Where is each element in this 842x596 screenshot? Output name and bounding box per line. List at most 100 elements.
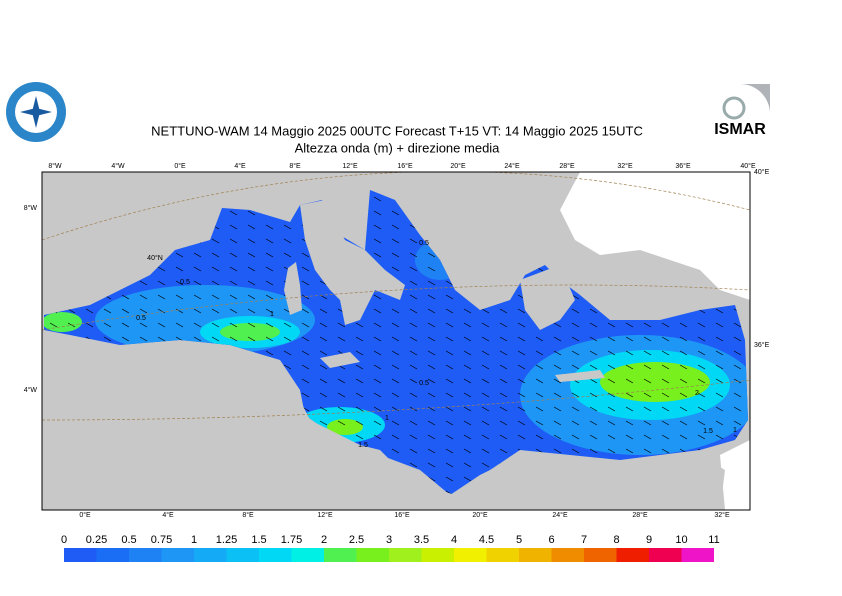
direction-arrow [445,350,454,356]
outside-domain [560,172,750,300]
greece [520,265,575,330]
direction-arrow [589,322,598,328]
direction-arrow [175,252,184,258]
direction-arrow [499,322,508,328]
colorbar-label: 2 [321,534,327,546]
direction-arrow [211,280,220,286]
direction-arrow [409,420,418,426]
direction-arrow [355,434,364,440]
direction-arrow [679,392,688,398]
direction-arrow [373,294,382,300]
direction-arrow [427,336,436,342]
direction-arrow [283,252,292,258]
direction-arrow [139,294,148,300]
direction-arrow [265,350,274,356]
colorbar-label: 1.5 [251,534,266,546]
direction-arrow [589,420,598,426]
direction-arrow [391,350,400,356]
lon-label: 20°E [450,162,466,170]
direction-arrow [517,378,526,384]
north-africa [42,345,725,510]
direction-arrow [481,308,490,314]
direction-arrow [661,378,670,384]
colorbar-box [551,548,584,562]
direction-arrow [715,308,724,314]
direction-arrow [409,392,418,398]
direction-arrow [247,252,256,258]
colorbar-label: 4.5 [479,534,494,546]
direction-arrow [463,406,472,412]
direction-arrow [157,336,166,342]
direction-arrow [175,294,184,300]
lon-label: 16°E [394,511,410,519]
contour-label: 1 [385,415,389,422]
direction-arrow [625,336,634,342]
direction-arrow [391,448,400,454]
direction-arrow [589,336,598,342]
direction-arrow [517,364,526,370]
map-frame [41,171,751,511]
direction-arrow [85,308,94,314]
direction-arrow [355,322,364,328]
direction-arrow [499,406,508,412]
direction-arrow [391,252,400,258]
colorbar-box [486,548,519,562]
direction-arrow [103,336,112,342]
direction-arrow [733,350,742,356]
direction-arrow [679,406,688,412]
direction-arrow [733,378,742,384]
direction-arrow [157,308,166,314]
direction-arrow [427,406,436,412]
direction-arrow [463,350,472,356]
direction-arrow [553,378,562,384]
colorbar-label: 2.5 [349,534,364,546]
direction-arrow [319,406,328,412]
colorbar-box [291,548,324,562]
direction-arrow [193,266,202,272]
direction-arrow [589,378,598,384]
direction-arrow [355,336,364,342]
direction-arrow [463,448,472,454]
direction-arrow [391,238,400,244]
direction-arrow [733,336,742,342]
contour-label: 0.5 [419,380,429,387]
side-label: 8°W [24,204,38,212]
direction-arrow [373,406,382,412]
direction-arrow [463,322,472,328]
direction-arrow [499,378,508,384]
direction-arrow [625,364,634,370]
direction-arrow [499,448,508,454]
direction-arrow [49,322,58,328]
logo-left [6,82,66,142]
lat-label: 40°N [147,254,163,262]
direction-arrow [625,434,634,440]
direction-arrow [517,434,526,440]
direction-arrow [175,266,184,272]
direction-arrow [103,308,112,314]
direction-arrow [679,378,688,384]
logo-rose [20,96,52,128]
direction-arrow [247,322,256,328]
direction-arrow [229,280,238,286]
direction-arrow [373,392,382,398]
direction-arrow [715,406,724,412]
direction-arrow [121,322,130,328]
direction-arrow [247,266,256,272]
direction-arrow [283,364,292,370]
contour-label: 0.5 [180,279,190,286]
direction-arrow [265,322,274,328]
lon-label: 28°E [559,162,575,170]
colorbar-label: 3 [386,534,392,546]
direction-arrow [733,420,742,426]
direction-arrow [427,448,436,454]
lon-label: 12°E [342,162,358,170]
direction-arrow [157,294,166,300]
direction-arrow [391,224,400,230]
direction-arrow [445,420,454,426]
colorbar-label: 9 [646,534,652,546]
direction-arrow [373,420,382,426]
direction-arrow [715,364,724,370]
colorbar-label: 7 [581,534,587,546]
colorbar-label: 0.75 [151,534,172,546]
direction-arrow [661,322,670,328]
